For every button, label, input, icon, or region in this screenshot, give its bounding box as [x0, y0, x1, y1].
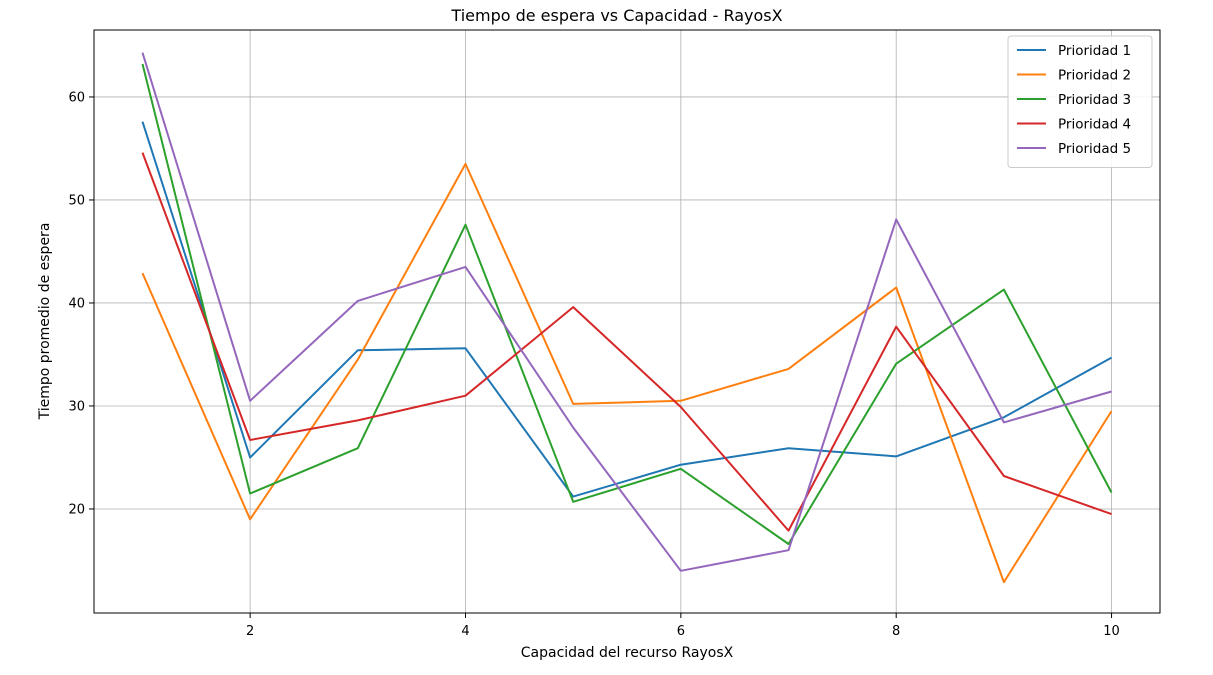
series-line-prioridad-3 [141, 63, 1113, 545]
legend-box [1007, 35, 1153, 168]
legend-label: Prioridad 4 [1058, 117, 1131, 133]
x-axis-label: Capacidad del recurso RayosX [521, 645, 734, 661]
legend-label: Prioridad 1 [1058, 43, 1131, 59]
series-line-prioridad-4 [141, 152, 1112, 532]
y-tick-label: 20 [68, 502, 85, 517]
legend-label: Prioridad 2 [1058, 68, 1131, 84]
x-tick-label: 2 [246, 624, 254, 639]
chart-title: Tiempo de espera vs Capacidad - RayosX [450, 6, 782, 25]
x-tick-label: 4 [461, 624, 469, 639]
legend: Prioridad 1 Prioridad 2 Prioridad 3 Priorid… [1007, 35, 1153, 168]
series-lines [141, 52, 1113, 584]
series-line-prioridad-2 [141, 162, 1113, 584]
legend-label: Prioridad 5 [1058, 141, 1131, 157]
y-tick-label: 50 [68, 193, 85, 208]
series-line-prioridad-1 [141, 121, 1112, 498]
plot-area-frame [93, 29, 1161, 614]
y-tick-label: 30 [68, 399, 85, 414]
x-tick-label: 8 [892, 624, 900, 639]
grid [94, 30, 1160, 613]
y-tick-label: 40 [68, 296, 85, 311]
x-tick-label: 10 [1103, 624, 1120, 639]
legend-label: Prioridad 3 [1058, 92, 1131, 108]
y-tick-label: 60 [68, 90, 85, 105]
y-axis-label: Tiempo promedio de espera [37, 223, 53, 421]
series-line-prioridad-5 [141, 52, 1112, 572]
axis-ticks: 2 4 6 8 10 20 30 40 50 60 [68, 90, 1119, 639]
x-tick-label: 6 [677, 624, 685, 639]
